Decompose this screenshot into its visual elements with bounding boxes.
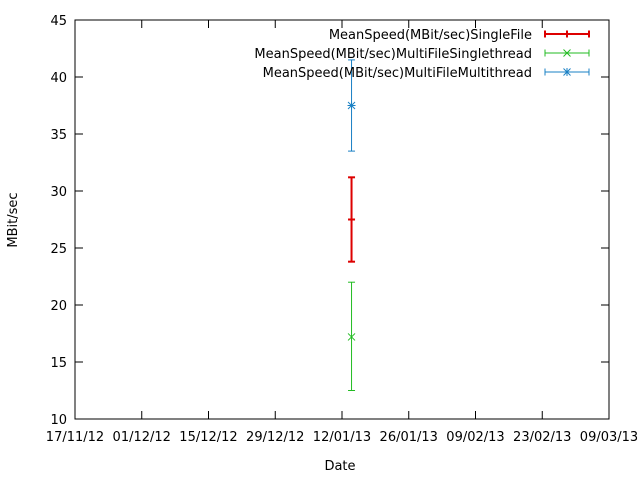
y-tick-label: 15 xyxy=(50,356,67,371)
x-tick-label: 15/12/12 xyxy=(179,430,237,445)
x-tick-label: 01/12/12 xyxy=(113,430,171,445)
y-tick-label: 20 xyxy=(50,299,67,314)
data-point xyxy=(347,333,356,341)
x-tick-label: 12/01/13 xyxy=(313,430,371,445)
y-tick-label: 30 xyxy=(50,185,67,200)
legend: MeanSpeed(MBit/sec)SingleFile MeanSpeed(M… xyxy=(254,28,590,81)
y-axis-label: MBit/sec xyxy=(6,192,21,247)
x-tick-label: 29/12/12 xyxy=(246,430,304,445)
legend-marker xyxy=(563,49,571,57)
y-tick-label: 35 xyxy=(50,128,67,143)
plot-area: 10 15 20 25 30 35 40 45 17/11/12 01/12/12 15/12/12… xyxy=(46,14,638,445)
y-tick-label: 40 xyxy=(50,71,67,86)
series-layer xyxy=(347,59,356,391)
y-tick-label: 25 xyxy=(50,242,67,257)
x-tick-label: 09/02/13 xyxy=(446,430,504,445)
x-tick-label: 23/02/13 xyxy=(513,430,571,445)
y-tick-label: 10 xyxy=(50,413,67,428)
y-tick-label: 45 xyxy=(50,14,67,29)
legend-label: MeanSpeed(MBit/sec)SingleFile xyxy=(329,28,532,43)
legend-label: MeanSpeed(MBit/sec)MultiFileMultithread xyxy=(263,66,532,81)
x-tick-label: 26/01/13 xyxy=(380,430,438,445)
legend-label: MeanSpeed(MBit/sec)MultiFileSinglethread xyxy=(254,47,532,62)
series-1 xyxy=(348,176,356,263)
x-axis-label: Date xyxy=(324,459,355,474)
series-3 xyxy=(347,59,356,152)
series-2 xyxy=(347,281,356,391)
x-tick-label: 09/03/13 xyxy=(580,430,638,445)
x-tick-label: 17/11/12 xyxy=(46,430,104,445)
